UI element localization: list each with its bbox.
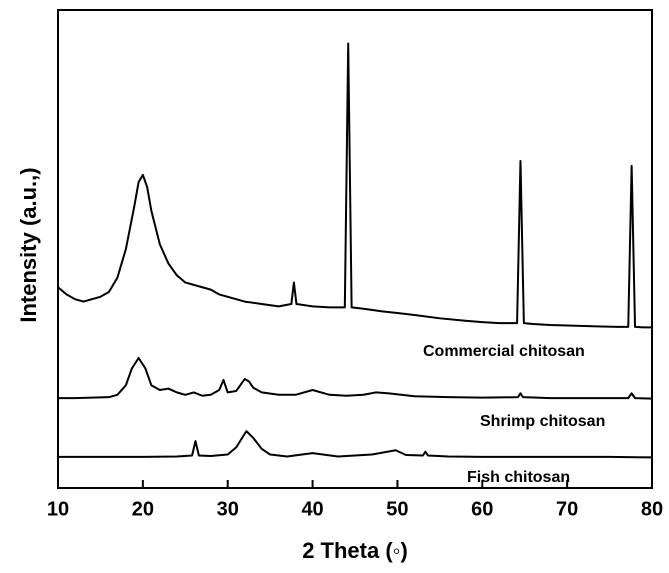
series-label: Shrimp chitosan: [480, 413, 605, 430]
data-line: [58, 356, 653, 400]
x-tick-label: 10: [47, 498, 69, 520]
data-line: [57, 42, 652, 329]
x-tick-label: 40: [301, 498, 323, 520]
series-label: Commercial chitosan: [423, 343, 585, 360]
x-axis-title: 2 Theta (◦): [302, 538, 408, 563]
plot-frame: [57, 9, 653, 489]
x-tick-label: 80: [641, 498, 663, 520]
x-tick-label: 60: [471, 498, 493, 520]
data-line: [58, 430, 653, 459]
y-axis-title: Intensity (a.u.,): [16, 167, 41, 322]
series-label: Fish chitosan: [467, 469, 570, 486]
x-tick-label: 20: [132, 498, 154, 520]
x-tick-label: 70: [556, 498, 578, 520]
x-tick-label: 30: [217, 498, 239, 520]
x-tick-label: 50: [386, 498, 408, 520]
